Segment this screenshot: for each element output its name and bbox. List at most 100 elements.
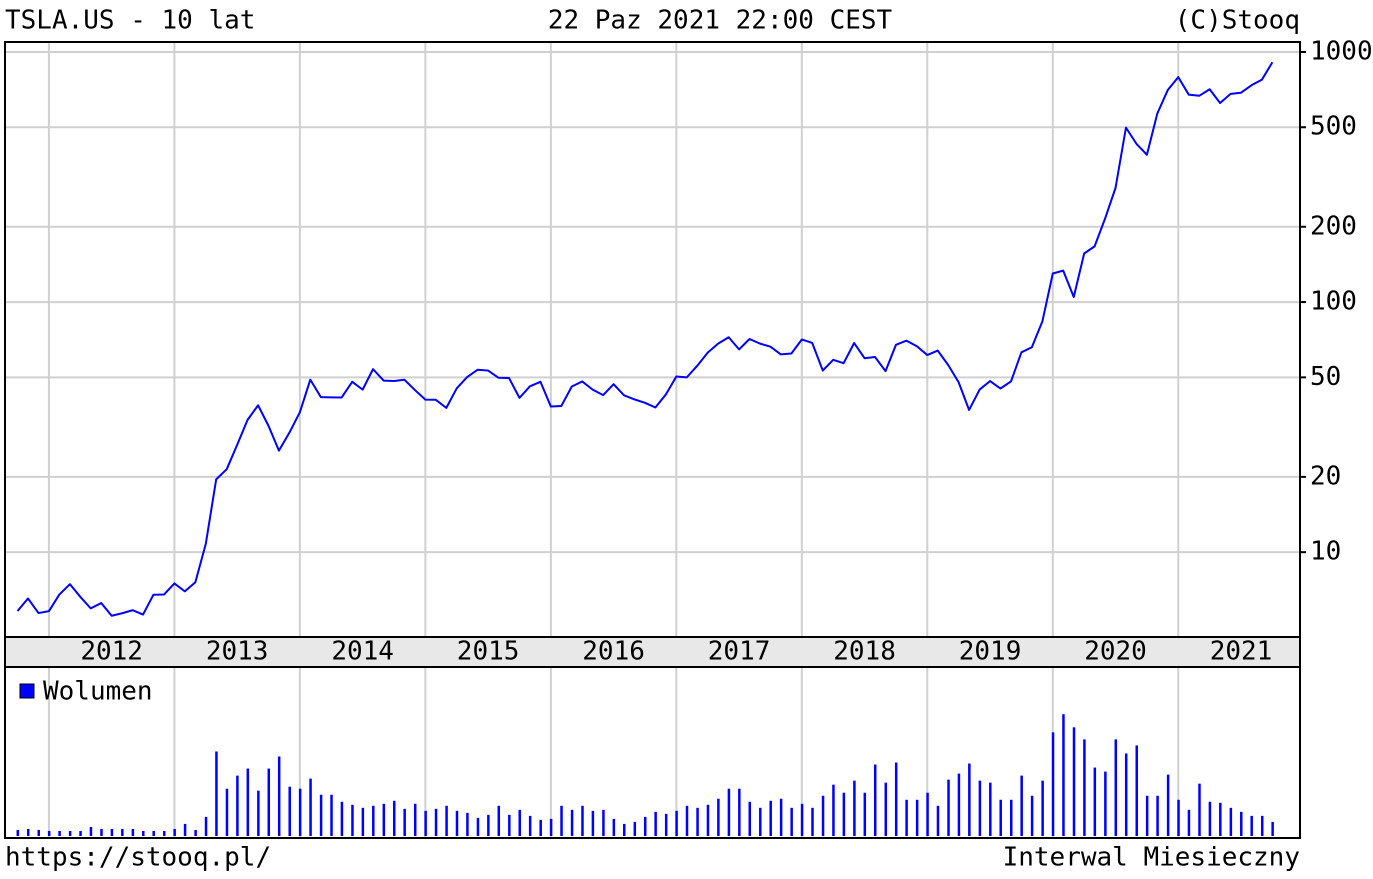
volume-bar	[727, 788, 731, 836]
x-tick-label: 2014	[331, 637, 394, 667]
y-tick-label: 500	[1310, 112, 1357, 142]
volume-bar	[1114, 739, 1118, 836]
price-panel	[5, 42, 1300, 637]
volume-bar	[131, 828, 135, 836]
volume-bar	[643, 816, 647, 836]
volume-bar	[696, 807, 699, 836]
volume-bar	[361, 807, 365, 836]
volume-bar	[121, 828, 124, 836]
volume-bar	[246, 768, 250, 836]
volume-bar	[288, 786, 291, 836]
x-tick-label: 2012	[80, 637, 143, 667]
y-tick-label: 100	[1310, 287, 1357, 317]
volume-bar	[989, 782, 992, 836]
volume-bar	[591, 810, 595, 836]
volume-bar	[487, 814, 490, 836]
volume-bar	[37, 829, 41, 836]
volume-bar	[528, 815, 532, 836]
volume-bar	[225, 788, 229, 836]
volume-bar	[1198, 783, 1201, 836]
volume-bar	[1240, 811, 1243, 836]
volume-bar	[236, 775, 239, 836]
volume-bar	[152, 830, 155, 836]
volume-bar	[842, 792, 846, 836]
volume-bar	[581, 805, 584, 836]
volume-bar	[455, 810, 459, 836]
volume-bar	[1083, 739, 1086, 836]
volume-bar	[894, 762, 898, 836]
volume-bar	[162, 830, 166, 836]
volume-bar	[16, 829, 20, 836]
volume-bar	[1219, 802, 1222, 836]
volume-bar	[570, 809, 574, 836]
volume-bar	[309, 778, 312, 836]
marks	[16, 61, 1274, 836]
grid	[5, 42, 1300, 838]
volume-bar	[403, 808, 406, 836]
volume-bar	[393, 800, 396, 836]
volume-bar	[738, 788, 741, 836]
volume-bar	[968, 763, 971, 836]
volume-bar	[1177, 799, 1180, 836]
volume-bar	[654, 811, 657, 836]
volume-bar	[445, 805, 448, 836]
volume-bar	[633, 821, 637, 836]
volume-bar	[905, 799, 908, 836]
volume-bar	[821, 795, 825, 836]
volume-bar	[1166, 774, 1170, 836]
volume-bar	[957, 773, 961, 836]
volume-bar	[89, 826, 93, 836]
volume-bar	[1072, 727, 1076, 836]
y-tick-label: 20	[1310, 461, 1341, 491]
volume-bar	[915, 799, 919, 836]
volume-bar	[853, 780, 856, 836]
volume-bar	[978, 780, 982, 836]
volume-bar	[518, 809, 521, 836]
legend-label: Wolumen	[43, 677, 153, 707]
x-tick-label: 2017	[708, 637, 771, 667]
x-tick-label: 2021	[1210, 637, 1273, 667]
volume-bar	[800, 803, 804, 836]
chart-source: (C)Stooq	[1175, 6, 1300, 36]
volume-bar	[811, 807, 814, 836]
footer-interval: Interwal Miesieczny	[1003, 843, 1300, 873]
volume-bar	[277, 756, 281, 836]
volume-bar	[769, 800, 772, 836]
volume-bar	[476, 817, 480, 836]
volume-bar	[173, 828, 176, 836]
volume-bar	[100, 828, 103, 836]
volume-bar	[434, 808, 438, 836]
chart-title: TSLA.US - 10 lat	[5, 6, 255, 36]
volume-bar	[508, 814, 511, 836]
volume-bar	[382, 803, 386, 836]
x-tick-label: 2015	[457, 637, 520, 667]
legend-swatch	[19, 683, 35, 699]
footer-url: https://stooq.pl/	[5, 843, 271, 873]
volume-bar	[539, 819, 542, 836]
volume-bar	[1187, 809, 1191, 836]
y-tick-label: 50	[1310, 362, 1341, 392]
x-tick-label: 2018	[833, 637, 896, 667]
volume-bar	[497, 805, 501, 836]
volume-bar	[1271, 821, 1274, 836]
volume-bar	[330, 794, 333, 836]
volume-bar	[110, 828, 114, 836]
volume-bar	[748, 801, 751, 836]
volume-bar	[1156, 795, 1159, 836]
volume-bar	[936, 805, 940, 836]
volume-bar	[1208, 801, 1212, 836]
x-tick-label: 2020	[1084, 637, 1147, 667]
volume-bar	[267, 768, 271, 836]
volume-bar	[351, 804, 354, 836]
volume-bar	[1145, 795, 1149, 836]
price-line	[16, 61, 1274, 617]
volume-bar	[717, 798, 720, 836]
y-tick-label: 10	[1310, 537, 1341, 567]
volume-bar	[466, 812, 469, 836]
volume-bar	[1250, 815, 1253, 836]
volume-bar	[413, 803, 417, 836]
volume-bar	[1135, 745, 1138, 836]
volume-bar	[664, 813, 668, 836]
volume-bar	[560, 805, 563, 836]
